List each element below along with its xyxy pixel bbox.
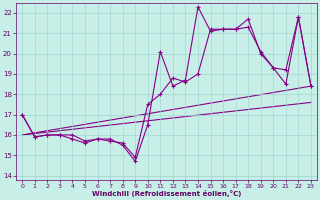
X-axis label: Windchill (Refroidissement éolien,°C): Windchill (Refroidissement éolien,°C) bbox=[92, 190, 241, 197]
